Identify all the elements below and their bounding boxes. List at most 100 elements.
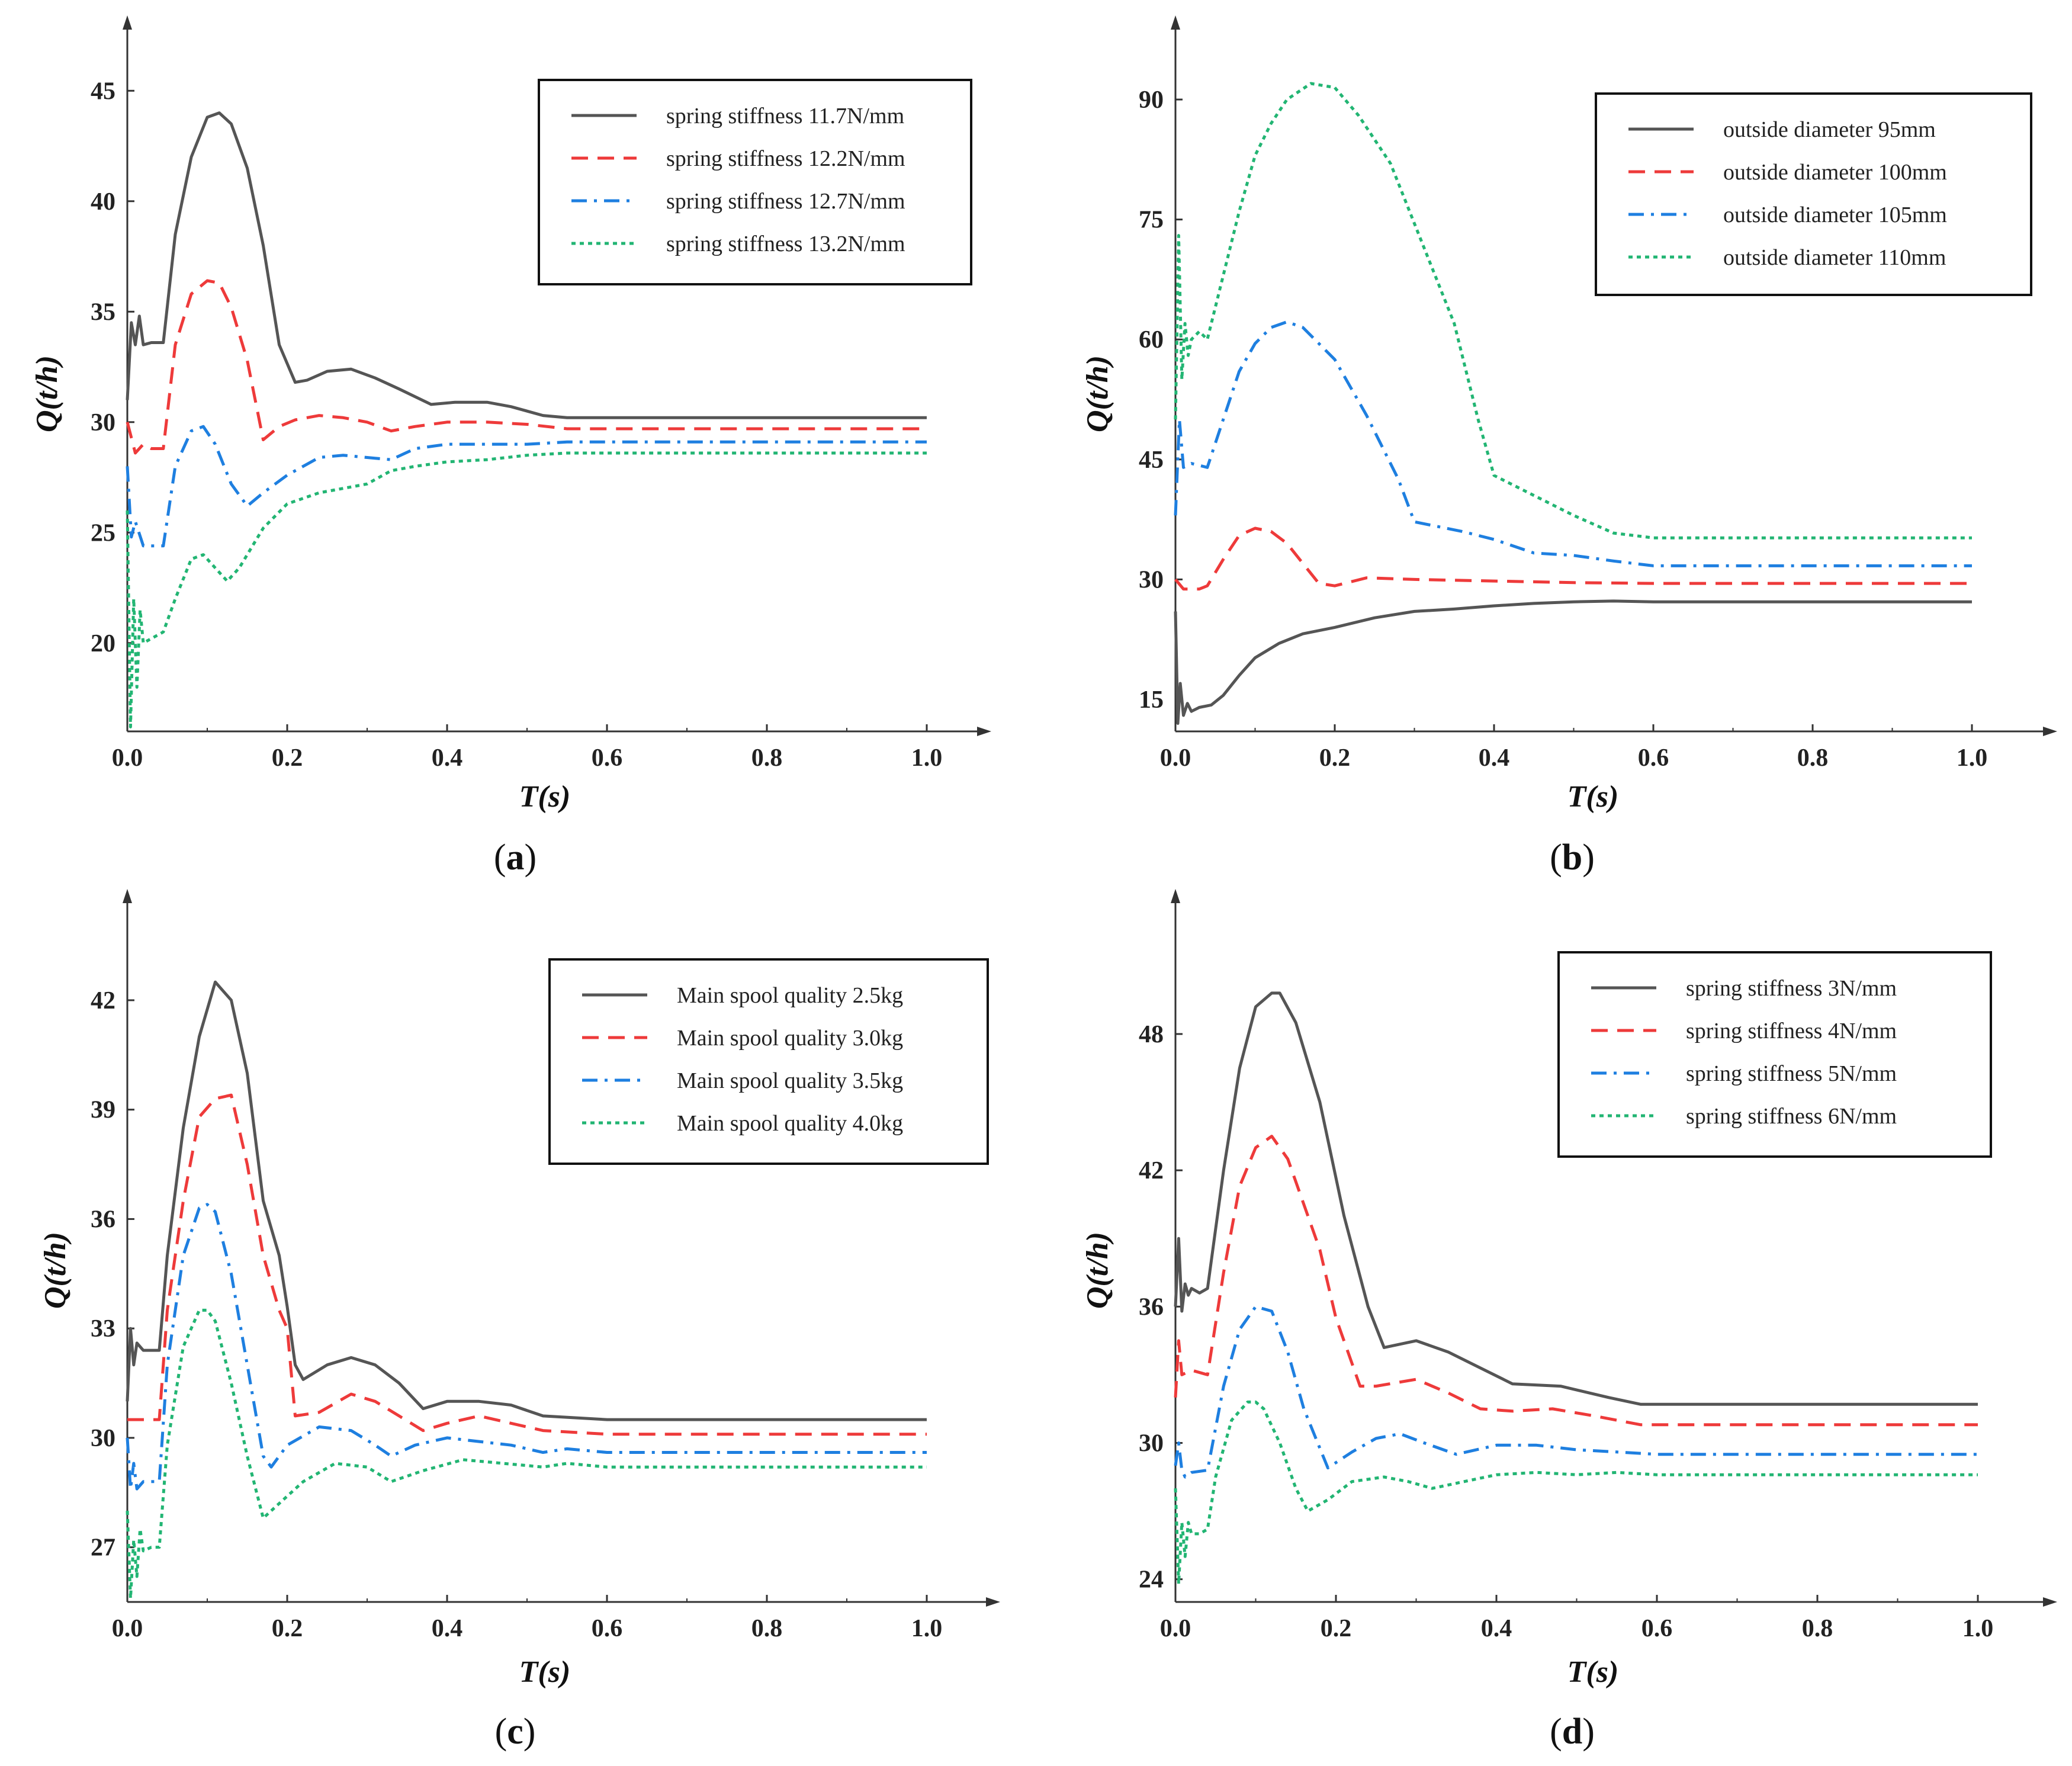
panel-a-y-tick-label: 45: [91, 78, 115, 105]
panel-d-caption-letter: d: [1562, 1712, 1582, 1752]
panel-a-x-tick-label: 0.8: [751, 744, 783, 772]
panel-c-x-tick-label: 0.2: [272, 1615, 303, 1642]
panel-d-x-tick-label: 0.2: [1321, 1615, 1352, 1642]
panel-d-x-tick-label: 1.0: [1962, 1615, 1994, 1642]
panel-b-legend-label-2: outside diameter 100mm: [1723, 160, 1947, 185]
panel-b-x-tick-label: 0.8: [1797, 744, 1829, 772]
panel-c-y-tick-label: 39: [91, 1097, 115, 1124]
panel-a-x-tick-label: 0.4: [432, 744, 463, 772]
panel-b-legend-box: [1595, 92, 2032, 296]
panel-c-x-axis-arrow: [986, 1597, 1000, 1607]
panel-c: 0.0 0.2 0.4 0.6 0.8 1.0 27 30 33 36 39 42 Main spool…: [38, 889, 1000, 1752]
panel-a-y-tick-label: 40: [91, 188, 115, 216]
panel-b-x-tick-label: 0.0: [1160, 744, 1191, 772]
panel-a-plot: 0.0 0.2 0.4 0.6 0.8 1.0 20 25 30 35 40 45 spring sti…: [91, 15, 991, 772]
panel-d-legend-label-3: spring stiffness 5N/mm: [1686, 1061, 1897, 1086]
panel-a-legend-label-3: spring stiffness 12.7N/mm: [666, 189, 905, 214]
panel-b-y-axis-label: Q(t/h): [1081, 355, 1114, 432]
panel-a-x-axis-arrow: [977, 727, 991, 736]
panel-a-x-axis-label: T(s): [519, 780, 571, 814]
panel-d-x-tick-label: 0.4: [1481, 1615, 1512, 1642]
panel-b-x-tick-label: 0.6: [1638, 744, 1669, 772]
panel-a-y-axis-label: Q(t/h): [30, 355, 64, 432]
panel-c-x-tick-label: 1.0: [911, 1615, 943, 1642]
panel-d-series-2-line: [1174, 1135, 1978, 1427]
panel-c-x-tick-label: 0.4: [432, 1615, 463, 1642]
panel-a: 0.0 0.2 0.4 0.6 0.8 1.0 20 25 30 35 40 45 spring sti…: [30, 15, 991, 878]
panel-c-y-tick-label: 27: [91, 1534, 115, 1562]
panel-c-legend-label-2: Main spool quality 3.0kg: [677, 1026, 903, 1051]
panel-d-legend-label-4: spring stiffness 6N/mm: [1686, 1104, 1897, 1129]
panel-a-series-1-line: [126, 111, 927, 419]
panel-b-y-axis-arrow: [1171, 15, 1180, 30]
panel-d-series-1-line: [1174, 991, 1978, 1406]
panel-d-y-axis-label: Q(t/h): [1081, 1232, 1114, 1309]
panel-a-y-axis-arrow: [123, 15, 132, 30]
panel-a-caption: (a): [494, 837, 537, 878]
panel-b-x-tick-label: 0.4: [1479, 744, 1510, 772]
panel-a-series-3-line: [126, 425, 927, 548]
panel-b-y-tick-label: 15: [1139, 686, 1164, 714]
panel-c-series-1-line: [126, 980, 927, 1421]
panel-c-legend-label-1: Main spool quality 2.5kg: [677, 983, 903, 1008]
panel-c-series-4-line: [126, 1308, 927, 1600]
panel-b: 0.0 0.2 0.4 0.6 0.8 1.0 15 30 45 60 75 90 outside di…: [1081, 15, 2057, 878]
panel-d-y-axis-arrow: [1171, 889, 1180, 903]
panel-c-x-tick-label: 0.6: [592, 1615, 623, 1642]
panel-a-y-tick-label: 35: [91, 298, 115, 326]
panel-d-x-axis-label: T(s): [1567, 1655, 1619, 1689]
panel-d-legend: spring stiffness 3N/mm spring stiffness 4…: [1557, 951, 1992, 1158]
panel-a-x-tick-label: 0.2: [272, 744, 303, 772]
panel-c-legend-label-4: Main spool quality 4.0kg: [677, 1111, 903, 1136]
panel-a-y-tick-label: 30: [91, 409, 115, 436]
panel-b-series-1-line: [1174, 599, 1972, 725]
panel-a-legend-label-4: spring stiffness 13.2N/mm: [666, 232, 905, 256]
panel-c-x-tick-label: 0.8: [751, 1615, 783, 1642]
panel-b-x-axis-arrow: [2043, 727, 2057, 736]
panel-b-y-tick-label: 30: [1139, 566, 1164, 593]
panel-b-legend: outside diameter 95mm outside diameter 10…: [1595, 92, 2032, 296]
panel-b-legend-label-4: outside diameter 110mm: [1723, 245, 1946, 270]
panel-a-legend-label-1: spring stiffness 11.7N/mm: [666, 104, 904, 129]
panel-b-series-2-line: [1174, 526, 1972, 591]
panel-d-y-tick-label: 30: [1139, 1430, 1164, 1457]
panel-a-series-2-line: [126, 279, 927, 455]
panel-a-x-tick-label: 0.0: [112, 744, 143, 772]
panel-c-legend-label-3: Main spool quality 3.5kg: [677, 1068, 903, 1093]
panel-d-legend-label-2: spring stiffness 4N/mm: [1686, 1019, 1897, 1043]
panel-d-plot: 0.0 0.2 0.4 0.6 0.8 1.0 24 30 36 42 48 spring stiff…: [1139, 889, 2057, 1642]
panel-d-series-3-line: [1174, 1305, 1978, 1479]
panel-c-x-tick-label: 0.0: [112, 1615, 143, 1642]
panel-b-y-tick-label: 90: [1139, 86, 1164, 114]
panel-a-series-4-line: [126, 451, 927, 728]
panel-b-caption: (b): [1550, 837, 1595, 878]
panel-d-series-4-line: [1174, 1400, 1978, 1585]
panel-c-plot: 0.0 0.2 0.4 0.6 0.8 1.0 27 30 33 36 39 42 Main spool…: [91, 889, 1000, 1642]
panel-c-series-2-line: [127, 1093, 927, 1436]
panel-c-y-tick-label: 36: [91, 1206, 115, 1233]
panel-c-series-3-line: [126, 1203, 927, 1491]
panel-b-y-tick-label: 60: [1139, 326, 1164, 354]
panel-c-y-tick-label: 30: [91, 1425, 115, 1452]
panel-c-caption-letter: c: [507, 1712, 523, 1752]
panel-d-y-tick-label: 24: [1139, 1566, 1164, 1594]
panel-d-y-tick-label: 42: [1139, 1157, 1164, 1184]
panel-d-y-tick-label: 36: [1139, 1293, 1164, 1321]
panel-b-y-tick-label: 75: [1139, 207, 1164, 234]
panel-b-series-4-line: [1174, 82, 1972, 540]
panel-b-series-3-line: [1174, 320, 1972, 567]
panel-c-x-axis-label: T(s): [519, 1655, 571, 1689]
panel-d: 0.0 0.2 0.4 0.6 0.8 1.0 24 30 36 42 48 spring stiff…: [1081, 889, 2057, 1752]
panel-c-caption: (c): [495, 1712, 536, 1752]
panel-a-y-tick-label: 20: [91, 630, 115, 657]
panel-d-x-axis-arrow: [2043, 1597, 2057, 1607]
panel-a-y-tick-label: 25: [91, 519, 115, 547]
panel-b-x-axis-label: T(s): [1567, 780, 1619, 814]
panel-c-legend: Main spool quality 2.5kg Main spool quali…: [548, 958, 989, 1165]
panel-c-y-axis-arrow: [123, 889, 132, 903]
panel-b-x-tick-label: 1.0: [1957, 744, 1988, 772]
panel-a-x-tick-label: 1.0: [911, 744, 943, 772]
panel-c-y-axis-label: Q(t/h): [38, 1232, 72, 1309]
panel-b-legend-label-3: outside diameter 105mm: [1723, 203, 1947, 227]
